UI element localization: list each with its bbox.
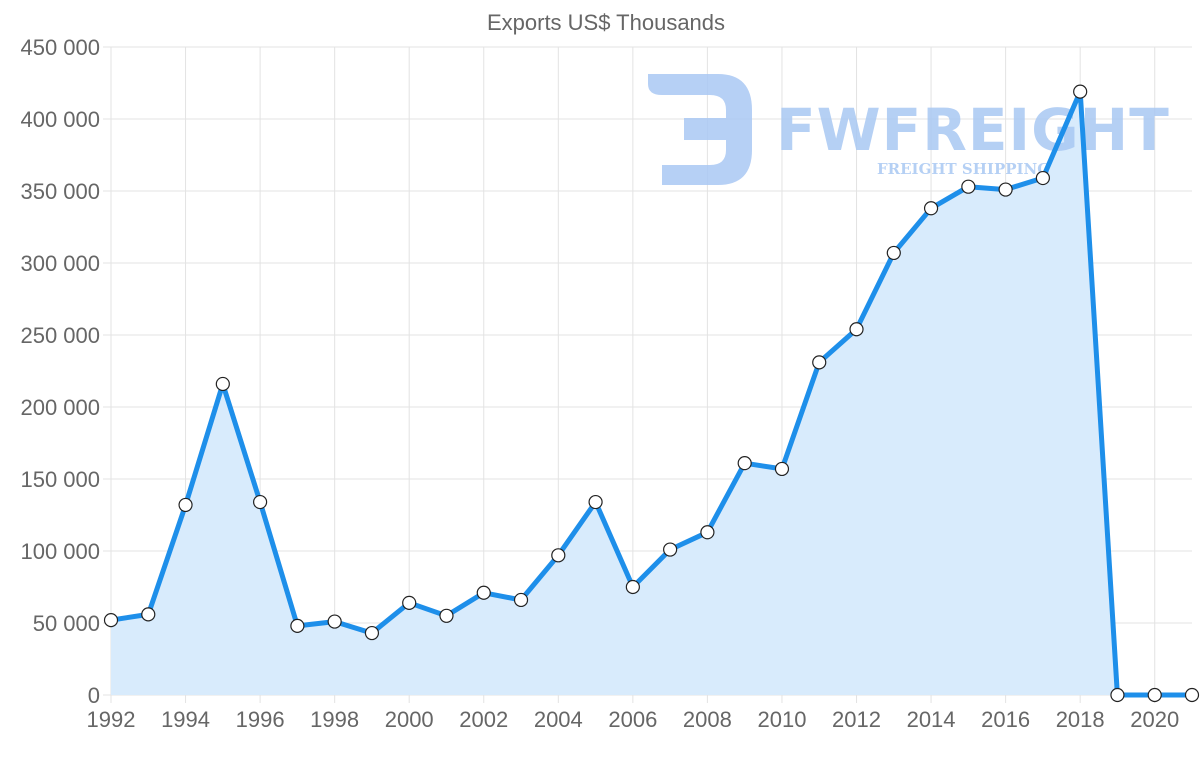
data-point-2011 (812, 355, 827, 370)
data-point-2004 (551, 548, 566, 563)
data-point-2002 (476, 585, 491, 600)
data-point-1993 (141, 607, 156, 622)
data-point-1992 (103, 613, 119, 628)
x-tick-label: 2020 (1130, 707, 1179, 732)
data-point-2013 (886, 245, 901, 261)
data-point-2014 (923, 201, 939, 216)
data-point-2000 (402, 595, 417, 610)
y-axis-ticks: 0 50 000 100 000 150 000 200 000 250 000 300 0… (20, 35, 100, 708)
x-tick-label: 1994 (161, 707, 210, 732)
data-point-2001 (439, 608, 454, 623)
y-tick-label: 200 000 (20, 395, 100, 420)
x-tick-label: 1996 (236, 707, 285, 732)
y-tick-label: 250 000 (20, 323, 100, 348)
x-tick-label: 2018 (1056, 707, 1105, 732)
x-tick-label: 2008 (683, 707, 732, 732)
data-point-2010 (774, 461, 790, 477)
x-tick-label: 2016 (981, 707, 1030, 732)
data-point-2021 (1184, 687, 1200, 703)
data-point-2017 (1035, 170, 1050, 186)
y-tick-label: 0 (88, 683, 100, 708)
data-point-2012 (849, 322, 864, 337)
watermark-brand: FWFREIGHT (776, 96, 1170, 164)
x-tick-label: 2000 (385, 707, 434, 732)
data-point-2015 (961, 179, 976, 194)
data-point-2018 (1073, 84, 1088, 99)
series-area (111, 91, 1192, 696)
y-tick-label: 350 000 (20, 179, 100, 204)
x-tick-label: 2004 (534, 707, 583, 732)
data-point-1996 (253, 494, 268, 510)
data-point-1997 (290, 618, 305, 633)
y-tick-label: 100 000 (20, 539, 100, 564)
data-point-2019 (1110, 687, 1125, 703)
x-tick-label: 1998 (310, 707, 359, 732)
data-point-2009 (737, 456, 752, 471)
chart-title: Exports US$ Thousands (487, 10, 725, 35)
x-tick-label: 2010 (757, 707, 806, 732)
data-point-1995 (215, 376, 230, 392)
x-axis-ticks: 1992 1994 1996 1998 2000 2002 2004 2006 2008 2010… (87, 707, 1180, 732)
data-point-1994 (178, 497, 193, 513)
data-point-2006 (625, 579, 640, 595)
y-tick-label: 450 000 (20, 35, 100, 60)
x-tick-label: 2006 (608, 707, 657, 732)
series-points (103, 84, 1200, 703)
y-tick-label: 400 000 (20, 107, 100, 132)
x-tick-label: 1992 (87, 707, 136, 732)
x-tick-label: 2002 (459, 707, 508, 732)
data-point-2008 (700, 525, 715, 540)
data-point-2005 (588, 494, 603, 510)
data-point-2020 (1147, 687, 1162, 703)
watermark-tagline: FREIGHT SHIPPING (877, 160, 1050, 178)
data-point-1999 (364, 625, 380, 641)
data-point-2003 (513, 592, 529, 608)
y-tick-label: 150 000 (20, 467, 100, 492)
fw-logo-mark (648, 74, 752, 185)
x-tick-label: 2012 (832, 707, 881, 732)
data-point-1998 (327, 614, 342, 629)
y-tick-label: 300 000 (20, 251, 100, 276)
y-tick-label: 50 000 (33, 611, 100, 636)
x-tick-label: 2014 (907, 707, 956, 732)
data-point-2007 (663, 542, 678, 557)
watermark-logo: FWFREIGHT FREIGHT SHIPPING (648, 74, 1170, 185)
data-point-2016 (998, 182, 1013, 197)
